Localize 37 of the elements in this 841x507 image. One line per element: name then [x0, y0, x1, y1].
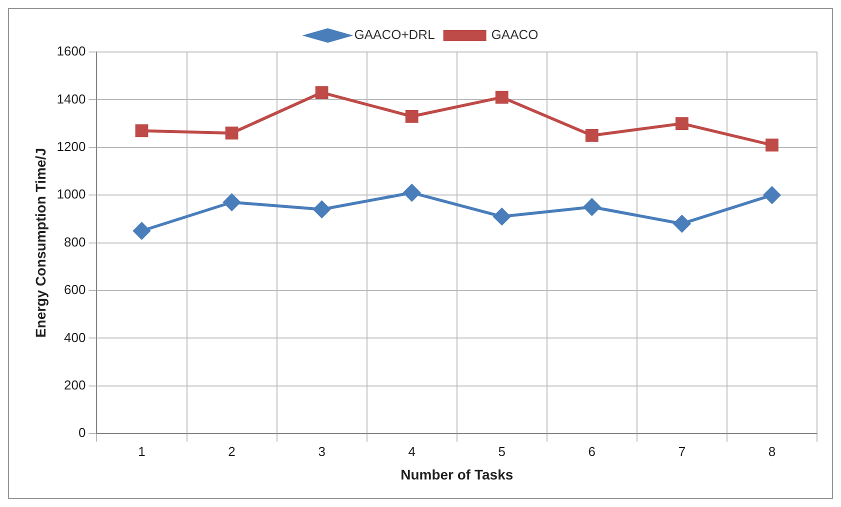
point [766, 138, 778, 152]
point [225, 126, 238, 140]
point [133, 222, 150, 240]
x-axis-title: Number of Tasks [400, 466, 514, 482]
point [313, 200, 330, 218]
x-tick-label: 8 [768, 444, 776, 459]
x-tick-label: 6 [588, 444, 596, 459]
y-tick-label: 1600 [56, 44, 86, 59]
x-tick-label: 4 [408, 444, 416, 459]
x-tick-label: 1 [138, 444, 146, 459]
y-tick-label: 200 [64, 377, 86, 392]
point [135, 124, 148, 138]
legend-label: GAACO+DRL [354, 27, 435, 42]
point [583, 198, 600, 216]
point [763, 186, 780, 204]
point [315, 86, 328, 99]
y-axis-title: Energy Consumption Time/J [32, 148, 48, 338]
point [223, 194, 240, 211]
point [495, 90, 508, 104]
y-tick-label: 1000 [56, 186, 86, 202]
x-tick-label: 2 [228, 444, 236, 459]
y-tick-label: 1400 [56, 91, 86, 106]
point [676, 117, 688, 130]
point [585, 129, 598, 142]
point [405, 110, 418, 123]
x-tick-label: 7 [678, 444, 686, 459]
y-tick-label: 0 [78, 425, 86, 440]
legend-label: GAACO [491, 27, 538, 42]
y-tick-label: 800 [64, 234, 86, 250]
point [493, 208, 510, 226]
x-tick-label: 3 [318, 444, 326, 459]
point [673, 215, 690, 232]
y-tick-label: 600 [64, 282, 86, 298]
point [403, 184, 420, 202]
x-tick-label: 5 [498, 444, 506, 459]
y-tick-label: 400 [64, 330, 86, 345]
y-tick-label: 1200 [56, 138, 86, 154]
